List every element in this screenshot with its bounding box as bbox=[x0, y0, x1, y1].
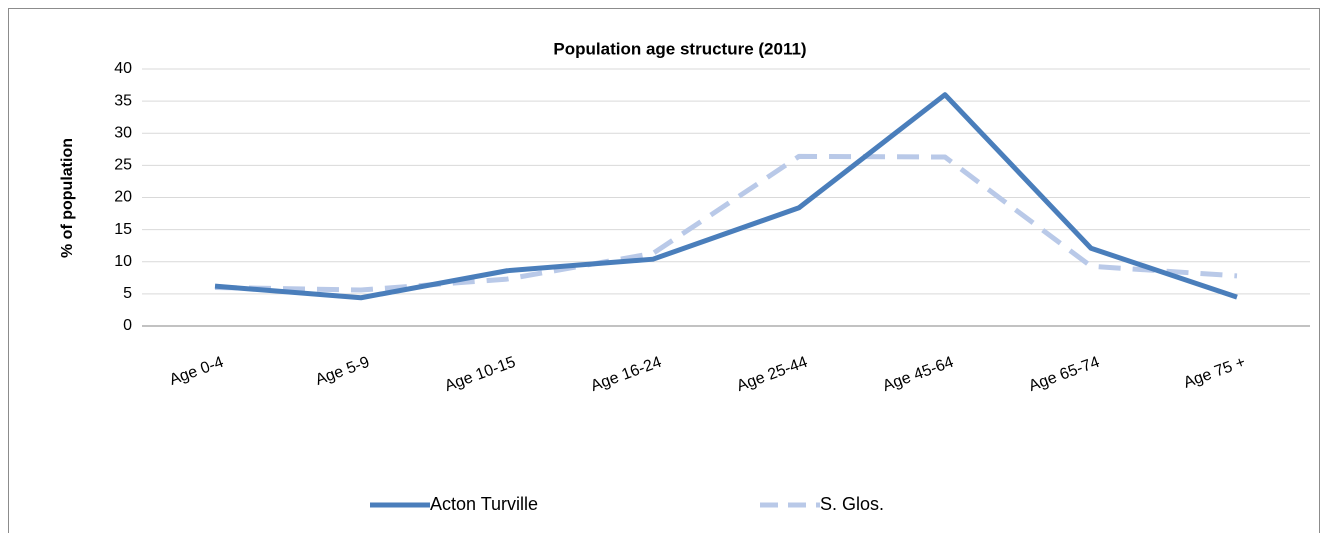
y-tick-label: 20 bbox=[114, 189, 132, 206]
x-tick-label: Age 10-15 bbox=[443, 354, 518, 395]
chart-frame bbox=[8, 8, 1320, 533]
series-line bbox=[214, 153, 1238, 293]
x-tick-label: Age 25-44 bbox=[735, 354, 810, 395]
y-tick-label: 25 bbox=[114, 157, 132, 174]
series-line bbox=[214, 92, 1238, 301]
y-tick-label: 15 bbox=[114, 221, 132, 238]
y-tick-label: 0 bbox=[123, 317, 132, 334]
x-tick-label: Age 16-24 bbox=[589, 354, 664, 395]
y-tick-label: 40 bbox=[114, 60, 132, 77]
x-tick-label: Age 45-64 bbox=[881, 354, 956, 395]
y-tick-label: 10 bbox=[114, 253, 132, 270]
x-tick-label: Age 0-4 bbox=[167, 354, 226, 389]
y-tick-label: 35 bbox=[114, 92, 132, 109]
x-tick-label: Age 5-9 bbox=[313, 354, 372, 389]
x-tick-label: Age 75 + bbox=[1181, 354, 1247, 392]
chart-title: Population age structure (2011) bbox=[553, 39, 806, 58]
y-axis-label: % of population bbox=[59, 138, 76, 258]
legend-label: Acton Turville bbox=[430, 494, 538, 514]
y-tick-label: 30 bbox=[114, 124, 132, 141]
legend-label: S. Glos. bbox=[820, 494, 884, 514]
x-tick-label: Age 65-74 bbox=[1027, 354, 1102, 395]
y-tick-label: 5 bbox=[123, 285, 132, 302]
